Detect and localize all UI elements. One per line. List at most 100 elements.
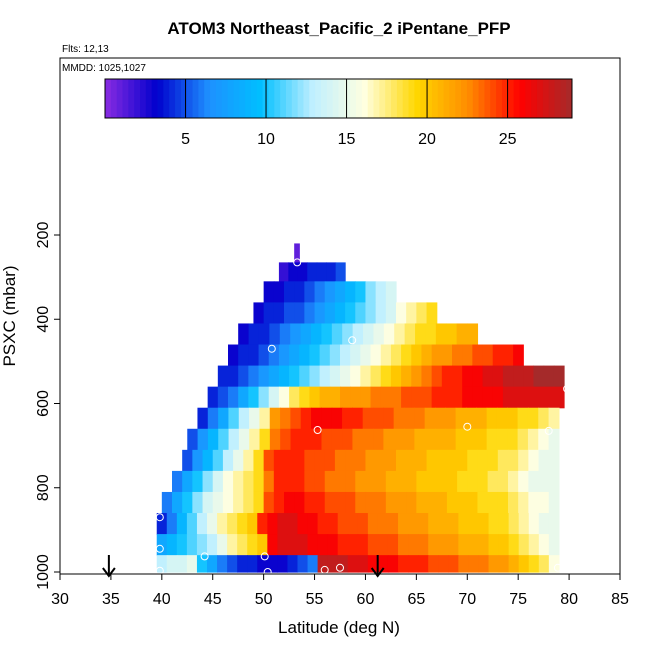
heatmap-cell (337, 534, 349, 556)
heatmap-cell (311, 428, 323, 451)
heatmap-cell (304, 281, 316, 303)
x-tick-label: 45 (204, 591, 222, 608)
colorbar-swatch (280, 79, 287, 118)
heatmap-cell (393, 407, 405, 430)
heatmap-cell (543, 365, 555, 388)
heatmap-cell (431, 386, 443, 409)
colorbar-swatch (379, 79, 386, 118)
heatmap-cell (268, 344, 280, 367)
heatmap-cell (367, 534, 379, 556)
heatmap-cell (331, 407, 343, 430)
colorbar-swatch (519, 79, 526, 118)
heatmap-cell (340, 386, 351, 409)
colorbar-swatch (151, 79, 159, 118)
x-tick-label: 40 (153, 591, 171, 608)
colorbar-swatch (245, 79, 252, 118)
heatmap-cell (227, 534, 238, 556)
heatmap-cell (383, 428, 395, 451)
heatmap-cell (253, 491, 265, 514)
heatmap-cell (263, 470, 275, 493)
heatmap-cell (518, 555, 530, 573)
heatmap-cell (257, 534, 268, 556)
heatmap-cell (365, 281, 377, 303)
heatmap-cell (294, 243, 300, 263)
y-tick-label: 1000 (35, 554, 52, 590)
heatmap-cell (533, 386, 545, 409)
heatmap-cell (377, 513, 389, 535)
heatmap-cell (482, 386, 494, 409)
heatmap-cell (243, 449, 255, 472)
heatmap-cell (278, 262, 289, 282)
heatmap-cell (331, 428, 343, 451)
heatmap-cell (304, 491, 316, 514)
heatmap-cell (436, 470, 448, 493)
heatmap-cell (309, 344, 321, 367)
x-tick-label: 85 (611, 591, 629, 608)
heatmap-cell (488, 534, 500, 556)
heatmap-cell (477, 470, 489, 493)
heatmap-cell (538, 513, 550, 535)
colorbar-swatch (455, 79, 462, 118)
heatmap-cell (324, 449, 336, 472)
heatmap-cell (284, 449, 295, 472)
colorbar-swatch (466, 79, 474, 118)
heatmap-cell (329, 344, 341, 367)
colorbar-swatch (554, 79, 561, 118)
heatmap-cell (538, 428, 550, 451)
colorbar-swatch (391, 79, 398, 118)
colorbar-swatch (239, 79, 246, 118)
colorbar-swatch (350, 79, 357, 118)
heatmap-cell (297, 534, 309, 556)
heatmap-cell (273, 449, 285, 472)
heatmap-cell (258, 344, 270, 367)
heatmap-cell (347, 555, 359, 573)
heatmap-cell (548, 513, 560, 535)
heatmap-cell (528, 513, 540, 535)
heatmap-cell (513, 344, 524, 367)
y-tick-label: 200 (35, 222, 52, 249)
heatmap-cell (390, 365, 402, 388)
colorbar-swatch (285, 79, 293, 118)
heatmap-cell (350, 386, 361, 409)
heatmap-cell (446, 323, 458, 346)
heatmap-cell (340, 344, 351, 367)
heatmap-cell (331, 323, 343, 346)
heatmap-cell (377, 555, 389, 573)
heatmap-cell (518, 513, 530, 535)
heatmap-cell (528, 449, 540, 472)
heatmap-cell (186, 555, 198, 573)
heatmap-cell (217, 365, 229, 388)
colorbar-swatch (274, 79, 281, 118)
heatmap-cell (421, 344, 433, 367)
heatmap-cell (553, 386, 565, 409)
heatmap-cell (294, 470, 305, 493)
heatmap-cell (237, 513, 248, 535)
sample-point (267, 344, 276, 353)
heatmap-cell (468, 555, 480, 573)
heatmap-cell (414, 428, 426, 451)
colorbar-swatch (566, 79, 573, 118)
colorbar-swatch (175, 79, 182, 118)
heatmap-cell (441, 344, 453, 367)
heatmap-cell (228, 386, 239, 409)
heatmap-cell (406, 491, 417, 514)
heatmap-cell (518, 491, 529, 514)
sample-point (348, 336, 357, 345)
colorbar-swatch (122, 79, 129, 118)
heatmap-cell (334, 470, 346, 493)
heatmap-cell (355, 449, 367, 472)
heatmap-cell (406, 302, 417, 325)
heatmap-cell (324, 281, 336, 303)
heatmap-cell (365, 491, 377, 514)
heatmap-cell (277, 534, 289, 556)
heatmap-cell (228, 428, 240, 451)
heatmap-cell (424, 428, 436, 451)
arrow-head (102, 567, 116, 578)
heatmap-cell (445, 428, 457, 451)
heatmap-cell (488, 555, 500, 573)
heatmap-cell (426, 302, 438, 325)
heatmap-cell (273, 470, 285, 493)
heatmap-cell (528, 491, 540, 514)
heatmap-cell (202, 470, 214, 493)
colorbar-tick-label: 5 (181, 131, 190, 148)
